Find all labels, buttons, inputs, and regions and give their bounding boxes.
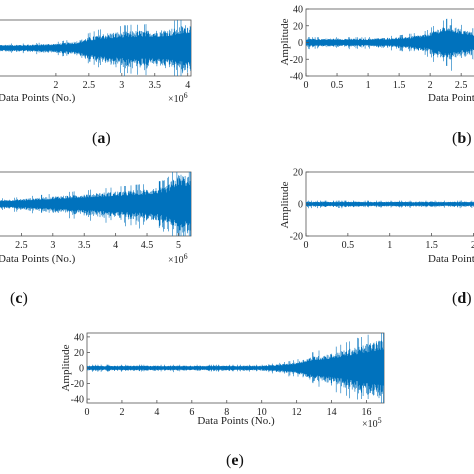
x-tick-label-c: 4.5: [141, 240, 154, 251]
y-axis-label-e: Amplitude: [60, 344, 72, 391]
y-tick-label-e: -40: [71, 395, 84, 406]
y-tick-label-b: -20: [290, 55, 303, 66]
x-tick-label-d: 1.5: [425, 240, 438, 251]
multiplier-a: ×106: [168, 91, 188, 105]
x-ticks-d: 0 0.5 1 1.5 2: [304, 233, 474, 251]
x-tick-label-b: 1.5: [393, 80, 406, 91]
plot-area-b: [306, 18, 474, 71]
x-tick-label-d: 0: [304, 240, 309, 251]
x-tick-label-e: 16: [362, 407, 372, 418]
plot-area-c: [0, 172, 191, 236]
x-axis-label-a: Data Points (No.): [0, 92, 76, 104]
x-tick-label-c: 3.5: [78, 240, 91, 251]
x-tick-label-e: 10: [257, 407, 267, 418]
x-tick-label-e: 2: [119, 407, 124, 418]
x-tick-label-c: 4: [113, 240, 118, 251]
x-tick-label-c: 5: [176, 240, 181, 251]
x-tick-label-a: 2.5: [83, 80, 96, 91]
y-axis-label-d: Amplitude: [279, 181, 291, 228]
x-ticks-a: 2 2.5 3 3.5 4: [53, 73, 190, 91]
x-tick-label-a: 2: [53, 80, 58, 91]
y-tick-label-e: 0: [79, 364, 84, 375]
plot-area-d: [306, 200, 474, 209]
x-ticks-c: 2.5 3 3.5 4 4.5 5: [15, 233, 181, 251]
multiplier-e: ×105: [362, 416, 382, 430]
panel-a: 2 2.5 3 3.5 4 Data Points (No.) ×106 (a): [0, 19, 192, 147]
y-tick-label-b: -40: [290, 72, 303, 83]
x-tick-label-b: 0: [304, 80, 309, 91]
y-ticks-e: 40 20 0 -20 -40: [71, 332, 90, 406]
x-tick-label-e: 6: [189, 407, 194, 418]
x-tick-label-c: 2.5: [15, 240, 28, 251]
x-ticks-e: 0 2 4 6 8 10 12 14 16: [85, 400, 372, 418]
x-tick-label-b: 2: [428, 80, 433, 91]
x-tick-label-e: 0: [85, 407, 90, 418]
x-tick-label-d: 0.5: [342, 240, 355, 251]
signal-trace-c: [0, 172, 191, 236]
y-ticks-b: 40 20 0 -20 -40: [290, 5, 309, 83]
panel-e: 0 2 4 6 8 10 12 14 16 40 20 0 -20 -40 Amplitude Data…: [60, 332, 385, 469]
x-tick-label-e: 12: [292, 407, 302, 418]
x-axis-label-e: Data Points (No.): [197, 415, 275, 427]
panel-label-b: (b): [452, 130, 472, 147]
x-tick-label-e: 14: [327, 407, 337, 418]
y-tick-label-b: 0: [298, 38, 303, 49]
x-tick-label-a: 3.5: [149, 80, 162, 91]
panel-label-a: (a): [92, 130, 111, 147]
x-tick-label-b: 0.5: [331, 80, 344, 91]
x-tick-label-d: 1: [387, 240, 392, 251]
x-axis-label-d: Data Points: [428, 253, 474, 265]
x-axis-label-c: Data Points (No.): [0, 253, 76, 265]
y-tick-label-d: -20: [290, 232, 303, 243]
x-tick-label-d: 2: [471, 240, 474, 251]
y-tick-label-b: 20: [293, 21, 303, 32]
x-tick-label-e: 4: [154, 407, 159, 418]
x-tick-label-e: 8: [224, 407, 229, 418]
y-tick-label-b: 40: [293, 5, 303, 16]
x-ticks-b: 0 0.5 1 1.5 2 2.5: [304, 73, 468, 91]
y-ticks-d: 20 0 -20: [290, 168, 309, 243]
y-tick-label-e: 20: [74, 348, 84, 359]
y-tick-label-d: 0: [298, 200, 303, 211]
y-tick-label-e: 40: [74, 332, 84, 343]
plot-area-e: [87, 333, 384, 403]
y-axis-label-b: Amplitude: [279, 18, 291, 65]
panel-c: 2.5 3 3.5 4 4.5 5 Data Points (No.) ×106 (c): [0, 171, 192, 307]
x-tick-label-a: 4: [185, 80, 190, 91]
signal-trace-e: [87, 333, 384, 403]
y-tick-label-d: 20: [293, 168, 303, 179]
x-tick-label-c: 3: [50, 240, 55, 251]
panel-label-e: (e): [226, 452, 244, 469]
x-tick-label-b: 2.5: [455, 80, 468, 91]
multiplier-c: ×106: [168, 252, 188, 266]
panel-b: 0 0.5 1 1.5 2 2.5 40 20 0 -20 -40 Amplitude Data …: [279, 5, 474, 147]
panel-d: 0 0.5 1 1.5 2 200-20 Amplitude Data Points (…: [279, 168, 474, 307]
panel-label-c: (c): [10, 290, 28, 307]
y-tick-label-e: -20: [71, 379, 84, 390]
x-tick-label-a: 3: [119, 80, 124, 91]
panel-label-d: (d): [452, 290, 472, 307]
signal-trace-b: [306, 18, 474, 71]
x-axis-label-b: Data Points: [428, 92, 474, 104]
signal-trace-a: [0, 20, 191, 76]
plot-area-a: [0, 20, 191, 76]
signal-trace-d: [306, 200, 474, 209]
x-tick-label-b: 1: [366, 80, 371, 91]
